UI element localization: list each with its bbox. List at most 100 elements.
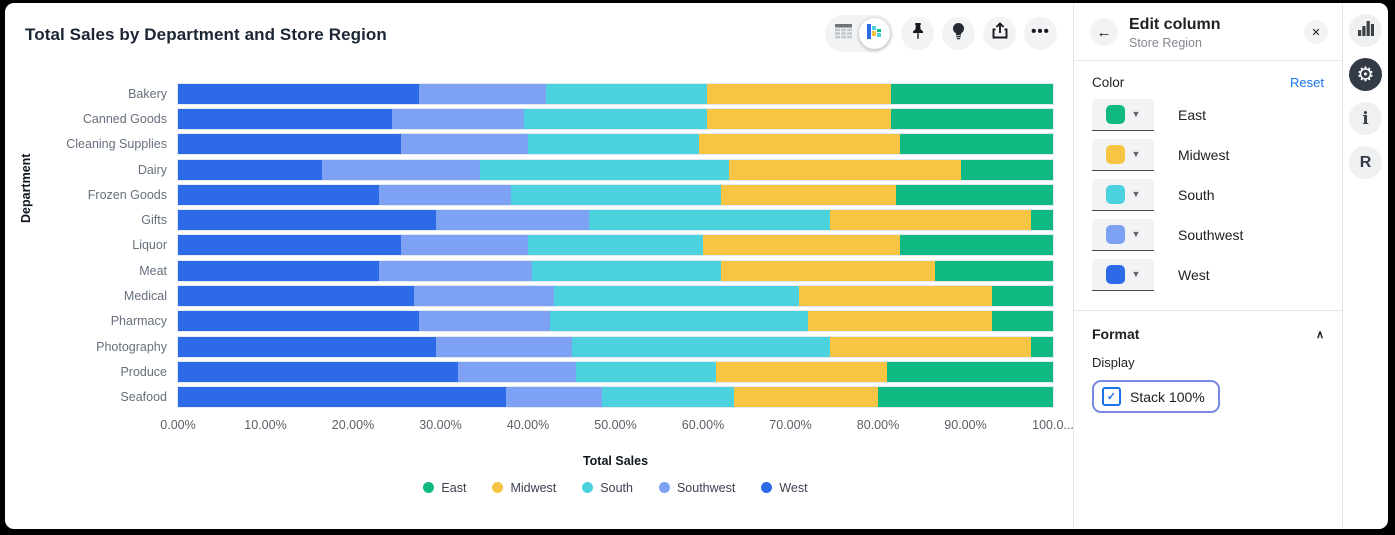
- bar-segment-east[interactable]: [878, 387, 1053, 408]
- bar-segment-west[interactable]: [178, 210, 437, 231]
- bar-segment-west[interactable]: [178, 159, 323, 180]
- share-icon: [991, 22, 1009, 45]
- color-section-header: Color Reset: [1092, 75, 1324, 90]
- bar-segment-west[interactable]: [178, 108, 393, 129]
- color-swatch-dropdown[interactable]: ▼: [1092, 98, 1154, 131]
- bar-segment-west[interactable]: [178, 235, 402, 256]
- close-button[interactable]: ✕: [1304, 20, 1328, 44]
- bar-segment-southwest[interactable]: [436, 210, 590, 231]
- bar-segment-midwest[interactable]: [799, 286, 992, 307]
- chart-title: Total Sales by Department and Store Regi…: [25, 25, 387, 44]
- bar-segment-southwest[interactable]: [379, 184, 511, 205]
- bar-segment-midwest[interactable]: [698, 134, 900, 155]
- bar-segment-west[interactable]: [178, 336, 437, 357]
- bar-row: Gifts: [25, 207, 1054, 232]
- bar-segment-east[interactable]: [1031, 210, 1053, 231]
- bar-segment-midwest[interactable]: [729, 159, 962, 180]
- bar-segment-midwest[interactable]: [720, 260, 935, 281]
- settings-panel-button[interactable]: ⚙: [1349, 58, 1382, 91]
- series-name-label: East: [1178, 106, 1207, 123]
- bar-segment-southwest[interactable]: [418, 83, 546, 104]
- bar-segment-west[interactable]: [178, 311, 419, 332]
- bar-segment-south[interactable]: [510, 184, 721, 205]
- chevron-up-icon[interactable]: ∧: [1315, 328, 1324, 341]
- bar-segment-east[interactable]: [961, 159, 1053, 180]
- bar-segment-southwest[interactable]: [506, 387, 603, 408]
- bar-segment-east[interactable]: [899, 134, 1053, 155]
- bar-segment-midwest[interactable]: [707, 108, 892, 129]
- color-swatch-dropdown[interactable]: ▼: [1092, 258, 1154, 291]
- pin-button[interactable]: [901, 17, 934, 50]
- bar-segment-midwest[interactable]: [716, 361, 887, 382]
- back-button[interactable]: ←: [1090, 18, 1118, 46]
- bar-segment-southwest[interactable]: [379, 260, 533, 281]
- bar-segment-south[interactable]: [545, 83, 708, 104]
- chart-panel-button[interactable]: [1349, 14, 1382, 47]
- bar-segment-west[interactable]: [178, 134, 402, 155]
- bar-segment-southwest[interactable]: [392, 108, 524, 129]
- legend-dot: [423, 482, 435, 494]
- bar-segment-west[interactable]: [178, 83, 419, 104]
- share-button[interactable]: [983, 17, 1016, 50]
- view-toggle[interactable]: [825, 15, 893, 52]
- bar-segment-south[interactable]: [602, 387, 734, 408]
- table-view-button[interactable]: [828, 18, 859, 49]
- bar-segment-midwest[interactable]: [808, 311, 992, 332]
- bar-segment-southwest[interactable]: [418, 311, 550, 332]
- bar-segment-west[interactable]: [178, 361, 458, 382]
- x-tick-label: 50.00%: [594, 417, 637, 432]
- bar-segment-east[interactable]: [991, 286, 1053, 307]
- reset-link[interactable]: Reset: [1290, 75, 1324, 90]
- bar-segment-southwest[interactable]: [458, 361, 577, 382]
- bar-segment-southwest[interactable]: [401, 235, 528, 256]
- bar-segment-west[interactable]: [178, 184, 380, 205]
- bar-segment-east[interactable]: [1031, 336, 1053, 357]
- bar-segment-south[interactable]: [554, 286, 800, 307]
- bar-segment-east[interactable]: [934, 260, 1053, 281]
- color-swatch-dropdown[interactable]: ▼: [1092, 138, 1154, 171]
- bar-segment-east[interactable]: [891, 108, 1053, 129]
- bar-segment-south[interactable]: [528, 134, 699, 155]
- bar-segment-midwest[interactable]: [720, 184, 896, 205]
- bar-segment-midwest[interactable]: [703, 235, 900, 256]
- bar-segment-east[interactable]: [891, 83, 1053, 104]
- bar-segment-south[interactable]: [528, 235, 703, 256]
- info-panel-button[interactable]: i: [1349, 102, 1382, 135]
- bar-segment-midwest[interactable]: [707, 83, 892, 104]
- bar-row: Liquor: [25, 233, 1054, 258]
- bar-segment-east[interactable]: [886, 361, 1053, 382]
- bar-segment-midwest[interactable]: [829, 210, 1032, 231]
- checkbox-checked-icon[interactable]: ✓: [1102, 387, 1121, 406]
- stack-100-checkbox-group[interactable]: ✓ Stack 100%: [1092, 380, 1220, 413]
- bar-segment-south[interactable]: [589, 210, 830, 231]
- stacked-bar: [177, 82, 1054, 105]
- more-button[interactable]: •••: [1024, 17, 1057, 50]
- insights-button[interactable]: [942, 17, 975, 50]
- chart-view-button[interactable]: [859, 18, 890, 49]
- color-swatch: [1105, 104, 1125, 124]
- bar-segment-southwest[interactable]: [414, 286, 555, 307]
- bar-segment-west[interactable]: [178, 286, 415, 307]
- bar-segment-south[interactable]: [479, 159, 730, 180]
- color-swatch-dropdown[interactable]: ▼: [1092, 218, 1154, 251]
- bar-segment-south[interactable]: [549, 311, 808, 332]
- bar-segment-southwest[interactable]: [322, 159, 480, 180]
- bar-segment-west[interactable]: [178, 260, 380, 281]
- bar-segment-south[interactable]: [576, 361, 717, 382]
- bar-segment-midwest[interactable]: [733, 387, 878, 408]
- color-swatch-dropdown[interactable]: ▼: [1092, 178, 1154, 211]
- bar-segment-southwest[interactable]: [436, 336, 572, 357]
- bar-segment-east[interactable]: [899, 235, 1053, 256]
- bar-segment-midwest[interactable]: [829, 336, 1032, 357]
- close-icon: ✕: [1311, 26, 1321, 39]
- bar-segment-south[interactable]: [571, 336, 830, 357]
- bar-segment-west[interactable]: [178, 387, 507, 408]
- legend-dot: [658, 482, 670, 494]
- chart-section: Total Sales by Department and Store Regi…: [5, 3, 1074, 529]
- bar-segment-southwest[interactable]: [401, 134, 528, 155]
- r-console-button[interactable]: R: [1349, 146, 1382, 179]
- bar-segment-east[interactable]: [895, 184, 1053, 205]
- bar-segment-east[interactable]: [991, 311, 1053, 332]
- bar-segment-south[interactable]: [532, 260, 721, 281]
- bar-segment-south[interactable]: [523, 108, 708, 129]
